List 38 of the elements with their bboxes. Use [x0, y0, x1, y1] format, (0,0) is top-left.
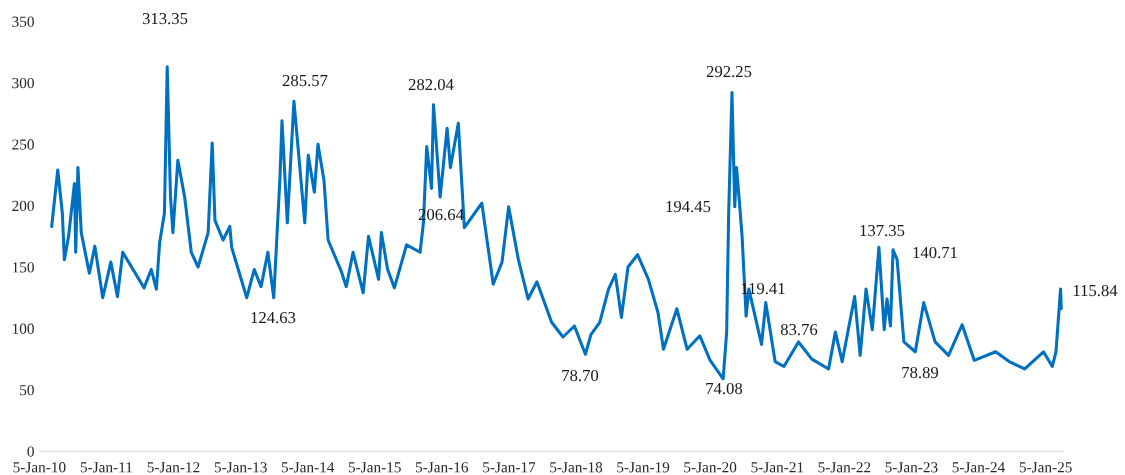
annotation: 194.45 [666, 200, 711, 213]
x-tick-label: 5-Jan-15 [348, 462, 401, 473]
x-tick-label: 5-Jan-18 [550, 462, 603, 473]
y-tick-label: 250 [12, 139, 34, 150]
annotation: 313.35 [142, 12, 188, 25]
x-tick-label: 5-Jan-17 [483, 462, 536, 473]
x-tick-label: 5-Jan-22 [818, 462, 871, 473]
x-tick-label: 5-Jan-13 [214, 462, 267, 473]
x-tick-label: 5-Jan-21 [751, 462, 804, 473]
x-tick-label: 5-Jan-25 [1019, 462, 1072, 473]
annotation: 292.25 [706, 65, 752, 78]
annotation: 285.57 [282, 74, 328, 87]
x-tick-label: 5-Jan-19 [617, 462, 670, 473]
annotation: 83.76 [780, 323, 818, 336]
line-series [50, 65, 1063, 381]
x-tick-label: 5-Jan-14 [281, 462, 335, 473]
x-tick-label: 5-Jan-16 [415, 462, 469, 473]
y-tick-label: 150 [12, 262, 34, 273]
y-tick-label: 100 [12, 323, 34, 334]
x-tick-label: 5-Jan-12 [147, 462, 200, 473]
x-tick-label: 5-Jan-20 [684, 462, 737, 473]
annotation: 140.71 [913, 246, 957, 259]
y-tick-label: 0 [27, 446, 34, 457]
x-tick-label: 5-Jan-10 [13, 462, 66, 473]
annotation: 78.89 [902, 366, 939, 379]
y-tick-label: 50 [20, 384, 34, 396]
text: 115.84 [1073, 284, 1118, 297]
x-tick-label: 5-Jan-11 [80, 462, 132, 473]
y-tick-label: 200 [12, 200, 34, 212]
x-tick-label: 5-Jan-23 [885, 462, 938, 473]
annotation: 124.63 [251, 311, 296, 324]
x-tick-label: 5-Jan-24 [952, 462, 1005, 473]
y-tick-label: 350 [12, 16, 34, 27]
annotation: 282.04 [408, 78, 454, 91]
annotation: 74.08 [706, 382, 743, 395]
y-tick-label: 300 [12, 77, 34, 89]
annotation: 78.70 [562, 369, 599, 382]
annotation: 137.35 [860, 224, 905, 237]
